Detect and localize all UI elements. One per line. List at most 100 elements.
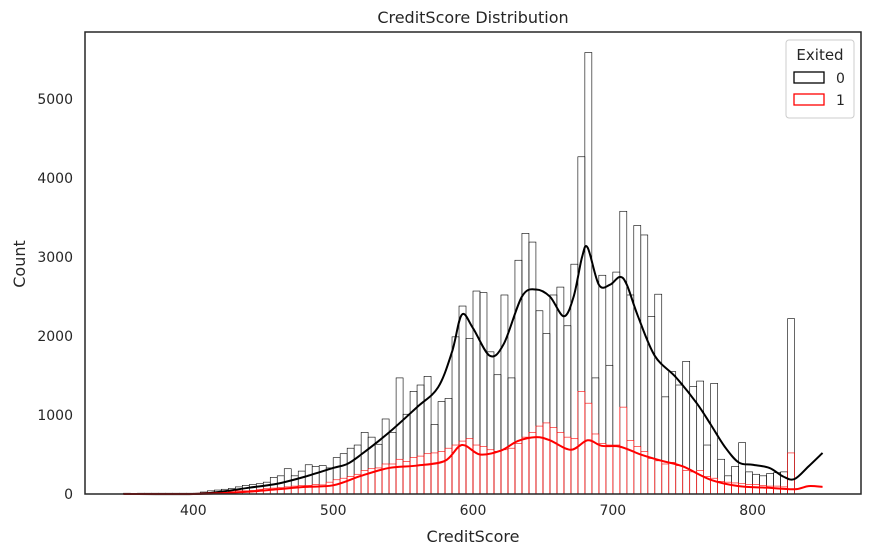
y-tick-label: 3000 (37, 250, 73, 266)
bar-exited-0 (466, 338, 473, 494)
bar-exited-1 (459, 441, 466, 494)
bar-exited-0 (557, 287, 564, 494)
bar-exited-1 (564, 437, 571, 494)
bar-exited-1 (529, 432, 536, 494)
x-tick-label: 500 (320, 503, 347, 519)
bar-exited-0 (263, 482, 270, 494)
bar-exited-0 (676, 385, 683, 494)
bar-exited-0 (298, 471, 305, 494)
bar-exited-0 (277, 476, 284, 494)
bar-exited-0 (515, 260, 522, 494)
bar-exited-0 (326, 468, 333, 494)
bar-exited-0 (487, 352, 494, 494)
bar-exited-0 (431, 425, 438, 494)
bar-exited-1 (410, 458, 417, 494)
bar-exited-0 (543, 334, 550, 494)
bar-exited-1 (501, 450, 508, 494)
x-tick-label: 800 (739, 503, 766, 519)
bar-exited-0 (760, 476, 767, 494)
bar-exited-1 (606, 445, 613, 494)
chart-title: CreditScore Distribution (377, 8, 568, 27)
bar-exited-0 (473, 291, 480, 494)
bar-exited-1 (753, 485, 760, 494)
bar-exited-0 (683, 361, 690, 494)
bar-exited-0 (536, 311, 543, 494)
bars-layer (123, 53, 794, 494)
bar-exited-0 (347, 448, 354, 494)
bar-exited-0 (452, 337, 459, 494)
legend-label-1: 1 (836, 93, 845, 109)
bar-exited-1 (599, 443, 606, 494)
bar-exited-0 (389, 432, 396, 494)
bar-exited-1 (326, 482, 333, 494)
bar-exited-0 (522, 233, 529, 494)
bar-exited-0 (669, 372, 676, 494)
x-tick-label: 600 (460, 503, 487, 519)
bar-exited-1 (620, 407, 627, 494)
bar-exited-1 (396, 459, 403, 494)
bar-exited-1 (557, 432, 564, 494)
bar-exited-0 (333, 458, 340, 494)
bar-exited-1 (417, 456, 424, 494)
bar-exited-0 (382, 419, 389, 494)
bar-exited-0 (746, 472, 753, 494)
bar-exited-1 (662, 464, 669, 494)
bar-exited-0 (655, 294, 662, 494)
bar-exited-0 (403, 414, 410, 494)
bar-exited-0 (767, 473, 774, 494)
bar-exited-0 (438, 402, 445, 494)
bar-exited-0 (480, 293, 487, 494)
bar-exited-0 (550, 295, 557, 494)
bar-exited-1 (613, 445, 620, 494)
x-tick-label: 400 (180, 503, 207, 519)
bar-exited-1 (508, 448, 515, 494)
bar-exited-1 (487, 450, 494, 494)
bar-exited-0 (592, 378, 599, 494)
legend-label-0: 0 (836, 71, 845, 87)
bar-exited-0 (312, 466, 319, 494)
y-tick-label: 5000 (37, 92, 73, 108)
y-axis-label: Count (10, 240, 29, 288)
y-tick-label: 4000 (37, 171, 73, 187)
legend-title: Exited (796, 46, 843, 64)
bar-exited-1 (669, 462, 676, 494)
bar-exited-1 (431, 453, 438, 494)
bar-exited-1 (690, 472, 697, 494)
bar-exited-1 (438, 451, 445, 494)
bar-exited-1 (550, 428, 557, 494)
bar-exited-0 (753, 474, 760, 494)
bar-exited-1 (585, 403, 592, 494)
bar-exited-0 (788, 319, 795, 494)
x-axis-label: CreditScore (427, 527, 520, 546)
bar-exited-0 (508, 378, 515, 494)
bar-exited-0 (662, 397, 669, 494)
bar-exited-0 (585, 53, 592, 494)
bar-exited-1 (333, 480, 340, 494)
bar-exited-0 (529, 242, 536, 494)
bar-exited-1 (641, 451, 648, 494)
bar-exited-0 (354, 445, 361, 494)
bar-exited-1 (543, 423, 550, 494)
bar-exited-0 (620, 211, 627, 494)
bar-exited-0 (564, 326, 571, 494)
bar-exited-0 (627, 295, 634, 494)
y-tick-label: 0 (64, 487, 73, 503)
bar-exited-0 (606, 365, 613, 494)
bar-exited-1 (522, 437, 529, 494)
bar-exited-1 (788, 453, 795, 494)
bar-exited-0 (732, 466, 739, 494)
bar-exited-0 (445, 398, 452, 494)
bar-exited-1 (515, 443, 522, 494)
bar-exited-0 (718, 459, 725, 494)
bar-exited-0 (613, 272, 620, 494)
bar-exited-0 (571, 264, 578, 494)
bar-exited-0 (424, 376, 431, 494)
bar-exited-0 (494, 375, 501, 494)
bar-exited-1 (648, 458, 655, 494)
legend: Exited 0 1 (786, 40, 854, 118)
bar-exited-0 (396, 378, 403, 494)
bar-exited-0 (361, 432, 368, 494)
x-tick-label: 700 (599, 503, 626, 519)
